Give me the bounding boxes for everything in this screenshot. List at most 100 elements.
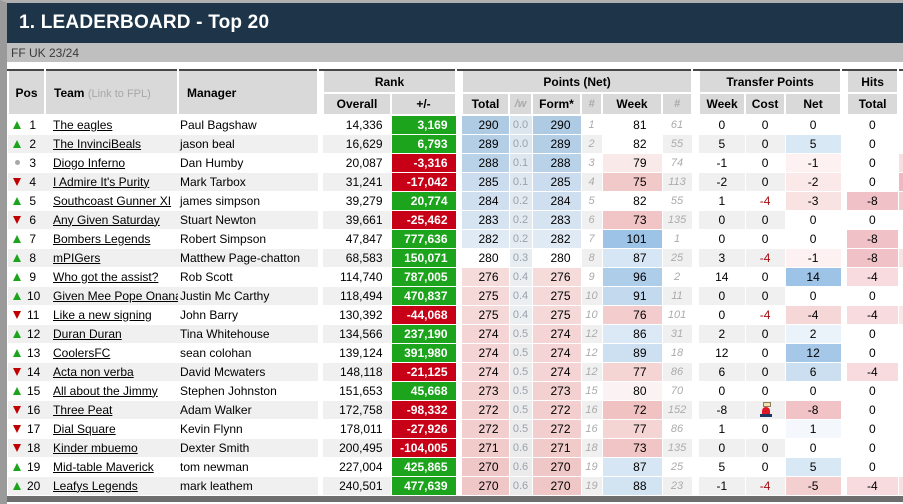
col-header-team: Team (Link to FPL)	[44, 69, 179, 116]
week-rank-cell: 70	[662, 381, 693, 401]
rank-change-cell: 477,639	[391, 476, 457, 496]
team-link[interactable]: Acta non verba	[53, 364, 134, 379]
week-rank-cell: 25	[662, 457, 693, 477]
team-link[interactable]: Duran Duran	[53, 326, 122, 341]
team-link[interactable]: Leafys Legends	[53, 478, 138, 493]
team-link[interactable]: Who got the assist?	[53, 269, 159, 284]
points-total-cell: 273	[462, 381, 510, 401]
team-link[interactable]: Like a new signing	[53, 307, 152, 322]
rank-change-cell: 391,980	[391, 343, 457, 363]
team-cell: Acta non verba	[45, 362, 178, 382]
rank-change-cell: 150,071	[391, 248, 457, 268]
transfer-week-cell: 14	[699, 267, 746, 287]
form-rank-cell: 19	[581, 476, 603, 496]
team-link[interactable]: CoolersFC	[53, 345, 111, 360]
gap-cell	[692, 438, 700, 458]
week-points-cell: 81	[602, 114, 663, 135]
points-per-week-cell: 0.5	[509, 324, 533, 344]
overall-rank-cell: 134,566	[323, 324, 392, 344]
team-link[interactable]: All about the Jimmy	[53, 383, 158, 398]
gap-cell	[841, 457, 848, 477]
form-rank-cell: 2	[581, 134, 603, 154]
rank-change-cell: 20,774	[391, 191, 457, 211]
gap-cell	[841, 229, 848, 249]
pos-cell: 1	[8, 114, 45, 135]
rank-change-cell: 6,793	[391, 134, 457, 154]
team-header-note: (Link to FPL)	[87, 87, 151, 100]
form-rank-cell: 18	[581, 438, 603, 458]
edge-sliver-cell	[898, 438, 903, 458]
pos-cell: 4	[8, 172, 45, 192]
team-link[interactable]: Dial Square	[53, 421, 116, 436]
manager-cell: Paul Bagshaw	[178, 114, 318, 135]
transfer-cost-cell: 0	[745, 324, 786, 344]
overall-rank-cell: 151,653	[323, 381, 392, 401]
team-link[interactable]: The InvinciBeals	[53, 136, 142, 151]
edge-sliver-cell	[898, 134, 903, 154]
col-header-transfer-week: Week	[698, 92, 747, 116]
gap-cell	[841, 419, 848, 439]
team-link[interactable]: Any Given Saturday	[53, 212, 160, 227]
week-rank-cell: 25	[662, 248, 693, 268]
pos-cell: 20	[8, 476, 45, 496]
team-link[interactable]: mPIGers	[53, 250, 101, 265]
pos-cell: 12	[8, 324, 45, 344]
team-link[interactable]: Mid-table Maverick	[53, 459, 154, 474]
points-per-week-cell: 0.0	[509, 114, 533, 135]
overall-rank-cell: 178,011	[323, 419, 392, 439]
team-link[interactable]: Kinder mbuemo	[53, 440, 138, 455]
transfer-net-cell: 2	[785, 324, 842, 344]
manager-cell: james simpson	[178, 191, 318, 211]
team-cell: Any Given Saturday	[45, 210, 178, 230]
team-link[interactable]: Given Mee Pope Onana	[53, 288, 178, 303]
form-points-cell: 290	[532, 114, 582, 135]
gap-cell	[692, 305, 700, 325]
team-link[interactable]: I Admire It's Purity	[53, 174, 150, 189]
transfer-cost-cell: -4	[745, 191, 786, 211]
gap-cell	[456, 229, 462, 249]
team-link[interactable]: Three Peat	[53, 402, 113, 417]
hits-total-cell: 0	[847, 324, 899, 344]
gap-cell	[456, 438, 462, 458]
pos-number: 1	[29, 117, 36, 132]
gap-cell	[456, 324, 462, 344]
team-link[interactable]: Bombers Legends	[53, 231, 151, 246]
table-row: 6 Any Given Saturday Stuart Newton 39,66…	[8, 210, 903, 230]
siren-icon	[759, 401, 772, 417]
manager-cell: Mark Tarbox	[178, 172, 318, 192]
form-points-cell: 272	[532, 400, 582, 420]
week-points-cell: 88	[602, 476, 663, 496]
team-cell: Leafys Legends	[45, 476, 178, 496]
form-rank-cell: 10	[581, 286, 603, 306]
league-name: FF UK 23/24	[7, 43, 903, 62]
gap-cell	[318, 438, 323, 458]
form-points-cell: 276	[532, 267, 582, 287]
team-link[interactable]: The eagles	[53, 117, 113, 132]
points-per-week-cell: 0.4	[509, 267, 533, 287]
transfer-net-cell: 5	[785, 134, 842, 154]
rank-change-cell: 3,169	[391, 114, 457, 135]
form-points-cell: 275	[532, 286, 582, 306]
hits-total-cell: 0	[847, 438, 899, 458]
points-per-week-cell: 0.0	[509, 134, 533, 154]
rank-change-cell: -27,926	[391, 419, 457, 439]
team-link[interactable]: Diogo Inferno	[53, 155, 126, 170]
gap-cell	[318, 210, 323, 230]
team-link[interactable]: Southcoast Gunner XI	[53, 193, 172, 208]
form-rank-cell: 19	[581, 457, 603, 477]
col-header-per-week: /w	[508, 92, 533, 116]
rank-change-cell: -3,316	[391, 153, 457, 173]
hits-total-cell: -4	[847, 476, 899, 496]
gap-cell	[692, 248, 700, 268]
gap-cell	[456, 362, 462, 382]
manager-cell: jason beal	[178, 134, 318, 154]
col-header-week-points: Week	[601, 92, 663, 116]
edge-sliver-cell	[898, 362, 903, 382]
manager-cell: Dan Humby	[178, 153, 318, 173]
hits-total-cell: 0	[847, 172, 899, 192]
points-per-week-cell: 0.5	[509, 362, 533, 382]
gap-cell	[692, 343, 700, 363]
edge-sliver-cell	[898, 400, 903, 420]
header-gap	[692, 69, 700, 116]
transfer-cost-cell: 0	[745, 172, 786, 192]
